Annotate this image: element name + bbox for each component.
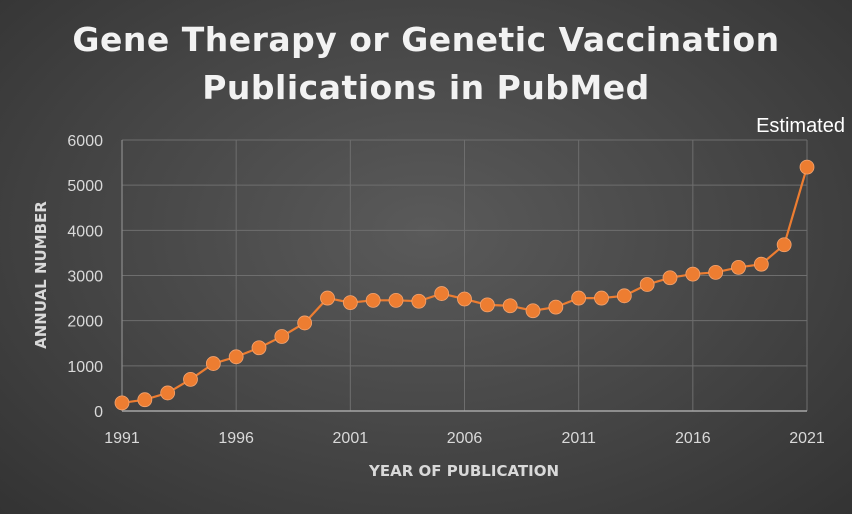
x-tick-label: 1991 xyxy=(104,430,140,447)
data-point xyxy=(457,291,472,307)
annotation-label: Estimated xyxy=(756,115,845,137)
x-tick-label: 2011 xyxy=(561,430,596,447)
x-tick-label: 2016 xyxy=(675,430,711,447)
data-point xyxy=(274,329,290,344)
y-tick-label: 0 xyxy=(94,404,103,421)
y-tick-label: 2000 xyxy=(67,314,103,331)
x-tick-label: 2021 xyxy=(789,430,825,447)
data-point xyxy=(205,356,221,371)
data-point xyxy=(365,292,381,308)
chart-title-line-2: Publications in PubMed xyxy=(202,68,650,107)
chart-title-line-1: Gene Therapy or Genetic Vaccination xyxy=(72,20,780,59)
data-point xyxy=(708,264,724,280)
data-point xyxy=(183,371,198,387)
data-point xyxy=(662,270,678,286)
y-tick-label: 3000 xyxy=(67,269,103,286)
y-tick-label: 6000 xyxy=(67,133,103,150)
y-tick-label: 4000 xyxy=(67,223,103,240)
data-point xyxy=(160,385,176,401)
data-point xyxy=(114,395,130,411)
data-point xyxy=(251,340,267,356)
data-point xyxy=(320,290,335,306)
data-point xyxy=(616,288,632,304)
y-axis-label: ANNUAL NUMBER xyxy=(32,201,50,349)
data-point xyxy=(799,159,815,175)
data-point xyxy=(571,290,587,306)
data-point xyxy=(639,277,655,292)
data-point xyxy=(685,266,701,282)
x-tick-label: 1996 xyxy=(218,430,254,447)
x-tick-label: 2001 xyxy=(333,430,369,447)
data-point xyxy=(525,303,541,319)
data-point xyxy=(228,349,244,365)
data-point xyxy=(479,297,495,313)
y-tick-label: 1000 xyxy=(67,359,103,376)
data-point xyxy=(502,298,518,314)
data-point xyxy=(411,293,427,309)
x-axis-label: YEAR OF PUBLICATION xyxy=(368,462,559,480)
data-point xyxy=(548,299,564,315)
data-point xyxy=(388,292,404,308)
data-point xyxy=(434,286,450,301)
data-point xyxy=(342,295,358,311)
data-point xyxy=(594,290,609,306)
data-point xyxy=(137,392,153,408)
data-point xyxy=(753,256,769,272)
x-tick-label: 2006 xyxy=(447,430,483,447)
y-tick-label: 5000 xyxy=(67,178,103,195)
data-point xyxy=(297,315,313,331)
data-point xyxy=(776,237,792,253)
data-point xyxy=(731,259,746,275)
